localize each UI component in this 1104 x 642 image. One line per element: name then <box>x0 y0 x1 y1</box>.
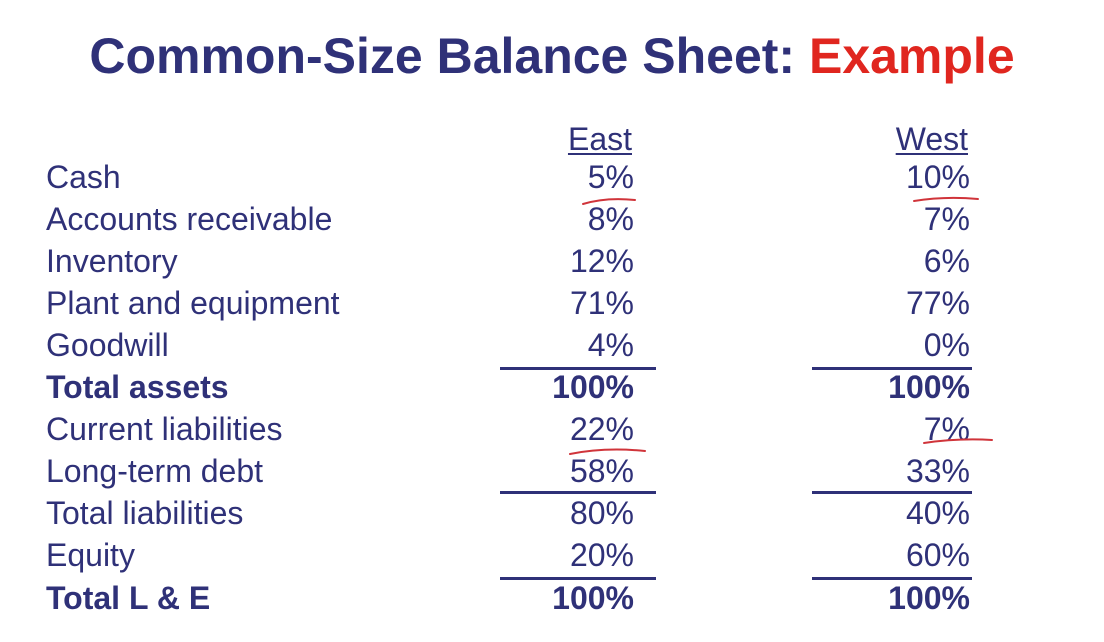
row-label: Accounts receivable <box>46 201 333 237</box>
west-value: 10% <box>905 159 970 195</box>
row-total-assets: Total assets 100% 100% <box>0 367 1104 409</box>
west-value: 33% <box>905 453 970 489</box>
row-label: Long-term debt <box>46 453 264 489</box>
row-label: Cash <box>46 159 121 195</box>
east-value: 71% <box>569 285 634 321</box>
row-label: Plant and equipment <box>46 285 340 321</box>
subtotal-rule-west <box>812 367 972 370</box>
subtotal-rule-west <box>812 491 972 494</box>
east-value: 80% <box>569 495 634 531</box>
east-value: 20% <box>569 537 634 573</box>
row-total-liabilities: Total liabilities 80% 40% <box>0 493 1104 535</box>
west-value: 0% <box>923 327 970 363</box>
east-value: 22% <box>569 411 634 447</box>
east-value: 100% <box>552 580 634 616</box>
east-value: 5% <box>587 159 634 195</box>
row-label: Total assets <box>46 369 229 405</box>
row-total-l-and-e: Total L & E 100% 100% <box>0 578 1104 620</box>
west-value: 100% <box>888 369 970 405</box>
page-title: Common-Size Balance Sheet: Example <box>0 26 1104 86</box>
column-header-east: East <box>567 121 632 157</box>
west-value: 60% <box>905 537 970 573</box>
row-accounts-receivable: Accounts receivable 8% 7% <box>0 199 1104 241</box>
row-label: Current liabilities <box>46 411 283 447</box>
east-value: 8% <box>587 201 634 237</box>
east-value: 100% <box>552 369 634 405</box>
west-value: 7% <box>923 201 970 237</box>
west-value: 7% <box>923 411 970 447</box>
total-rule-east <box>500 577 656 580</box>
column-header-west: West <box>895 121 968 157</box>
row-long-term-debt: Long-term debt 58% 33% <box>0 451 1104 493</box>
row-label: Total L & E <box>46 580 211 616</box>
east-value: 12% <box>569 243 634 279</box>
east-value: 4% <box>587 327 634 363</box>
row-goodwill: Goodwill 4% 0% <box>0 325 1104 367</box>
row-label: Inventory <box>46 243 178 279</box>
row-cash: Cash 5% 10% <box>0 157 1104 199</box>
row-label: Total liabilities <box>46 495 244 531</box>
west-value: 6% <box>923 243 970 279</box>
subtotal-rule-east <box>500 367 656 370</box>
west-value: 40% <box>905 495 970 531</box>
row-inventory: Inventory 12% 6% <box>0 241 1104 283</box>
row-current-liabilities: Current liabilities 22% 7% <box>0 409 1104 451</box>
row-plant-and-equipment: Plant and equipment 71% 77% <box>0 283 1104 325</box>
west-value: 100% <box>888 580 970 616</box>
row-equity: Equity 20% 60% <box>0 535 1104 577</box>
row-label: Goodwill <box>46 327 169 363</box>
east-value: 58% <box>569 453 634 489</box>
title-main: Common-Size Balance Sheet: <box>89 28 796 84</box>
title-accent: Example <box>808 28 1015 84</box>
row-label: Equity <box>46 537 135 573</box>
west-value: 77% <box>905 285 970 321</box>
total-rule-west <box>812 577 972 580</box>
subtotal-rule-east <box>500 491 656 494</box>
